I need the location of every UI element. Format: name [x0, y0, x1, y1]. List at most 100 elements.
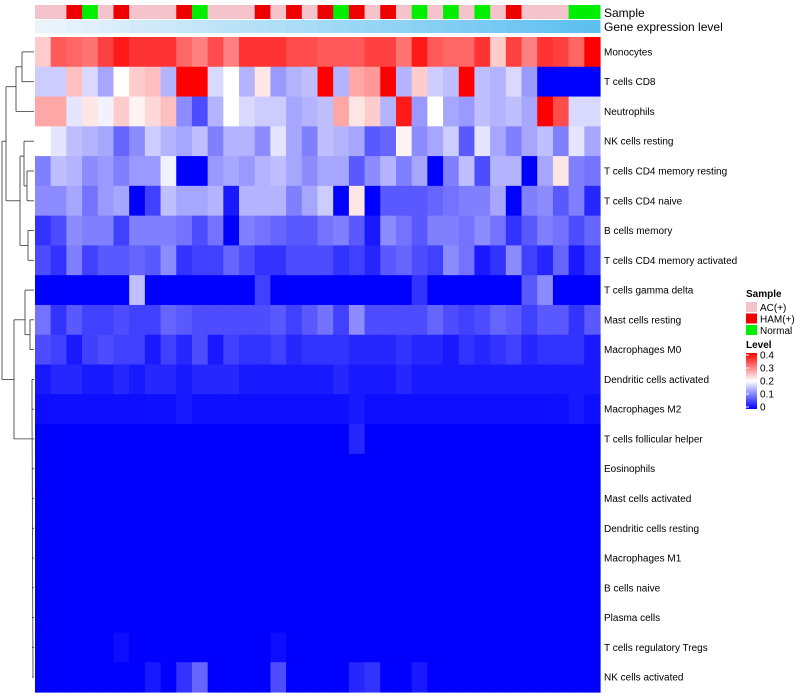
heat-cell [348, 513, 366, 544]
heat-cell [176, 304, 193, 336]
heat-cell [129, 126, 146, 157]
heat-cell [35, 394, 52, 425]
heat-cell [443, 662, 460, 693]
heat-cell [348, 453, 366, 485]
heat-cell [395, 156, 413, 187]
heat-cell [160, 483, 177, 514]
gene-expression-annotation-cell [395, 20, 413, 33]
heat-cell [113, 543, 130, 574]
heat-cell [207, 96, 224, 127]
heat-cell [411, 662, 428, 693]
heat-cell [191, 334, 209, 366]
heat-cell [66, 126, 83, 157]
sample-annotation-cell [537, 5, 554, 19]
heat-cell [191, 156, 209, 187]
heat-cell [411, 453, 428, 485]
heat-cell [97, 66, 115, 98]
sample-annotation-cell [395, 5, 413, 19]
sample-annotation-cell [35, 5, 52, 19]
heat-cell [443, 394, 460, 425]
row-label: NK cells resting [604, 137, 673, 148]
heat-cell [191, 602, 209, 634]
heat-cell [584, 215, 601, 247]
heat-cell [50, 602, 67, 634]
heat-cell [160, 304, 177, 336]
heat-cell [97, 334, 115, 366]
heat-cell [129, 304, 146, 336]
heat-cell [427, 543, 444, 574]
heat-cell [113, 304, 130, 336]
heat-cell [144, 37, 162, 68]
heat-cell [82, 66, 99, 98]
heat-cell [50, 275, 67, 306]
heat-cell [317, 662, 334, 693]
heat-cell [144, 602, 162, 634]
heat-cell [474, 275, 491, 306]
heat-cell [35, 304, 52, 336]
heat-cell [144, 66, 162, 98]
heat-cell [35, 513, 52, 544]
heat-cell [584, 424, 601, 455]
heat-cell [223, 156, 240, 187]
heat-cell [301, 215, 319, 247]
gene-expression-annotation-cell [239, 20, 256, 33]
heat-cell [474, 543, 491, 574]
heat-cell [427, 513, 444, 544]
heat-cell [537, 424, 554, 455]
heat-cell [458, 275, 476, 306]
heat-cell [176, 483, 193, 514]
heat-cell [552, 602, 570, 634]
heat-cell [505, 66, 523, 98]
heat-cell [584, 483, 601, 514]
heat-cell [474, 424, 491, 455]
heat-cell [395, 96, 413, 127]
heat-cell [364, 304, 381, 336]
sample-annotation-cell [270, 5, 287, 19]
heat-cell [380, 424, 397, 455]
heat-cell [552, 662, 570, 693]
heat-cell [552, 424, 570, 455]
heat-cell [176, 364, 193, 395]
heat-cell [317, 37, 334, 68]
heat-cell [333, 275, 350, 306]
heat-cell [82, 483, 99, 514]
heat-cell [333, 662, 350, 693]
level-tick-label: 0.1 [760, 390, 774, 401]
heat-cell [568, 543, 585, 574]
heat-cell [474, 394, 491, 425]
heat-cell [411, 632, 428, 663]
heat-cell [427, 156, 444, 187]
heat-cell [584, 334, 601, 366]
level-color-bar [746, 353, 757, 409]
heat-cell [144, 275, 162, 306]
heat-cell [552, 543, 570, 574]
heat-cell [223, 572, 240, 604]
heat-cell [490, 334, 507, 366]
heat-cell [191, 37, 209, 68]
heat-cell [191, 662, 209, 693]
heat-cell [537, 275, 554, 306]
heat-cell [568, 96, 585, 127]
heat-cell [348, 96, 366, 127]
gene-expression-annotation-cell [301, 20, 318, 33]
heat-cell [207, 156, 224, 187]
heat-cell [568, 334, 585, 366]
heat-cell [270, 96, 287, 127]
heat-cell [427, 453, 444, 485]
heat-cell [66, 334, 83, 366]
sample-annotation-cell [160, 5, 177, 19]
heat-cell [443, 543, 460, 574]
heat-cell [191, 304, 209, 336]
heat-cell [443, 483, 460, 514]
sample-annotation-cell [443, 5, 460, 19]
heat-cell [129, 334, 146, 366]
heat-cell [458, 66, 476, 98]
heat-cell [50, 513, 67, 544]
heat-cell [348, 364, 366, 395]
heat-cell [411, 185, 428, 217]
heat-cell [66, 662, 83, 693]
gene-expression-annotation-cell [427, 20, 444, 33]
heat-cell [144, 215, 162, 247]
heat-cell [584, 453, 601, 485]
heat-cell [317, 334, 334, 366]
